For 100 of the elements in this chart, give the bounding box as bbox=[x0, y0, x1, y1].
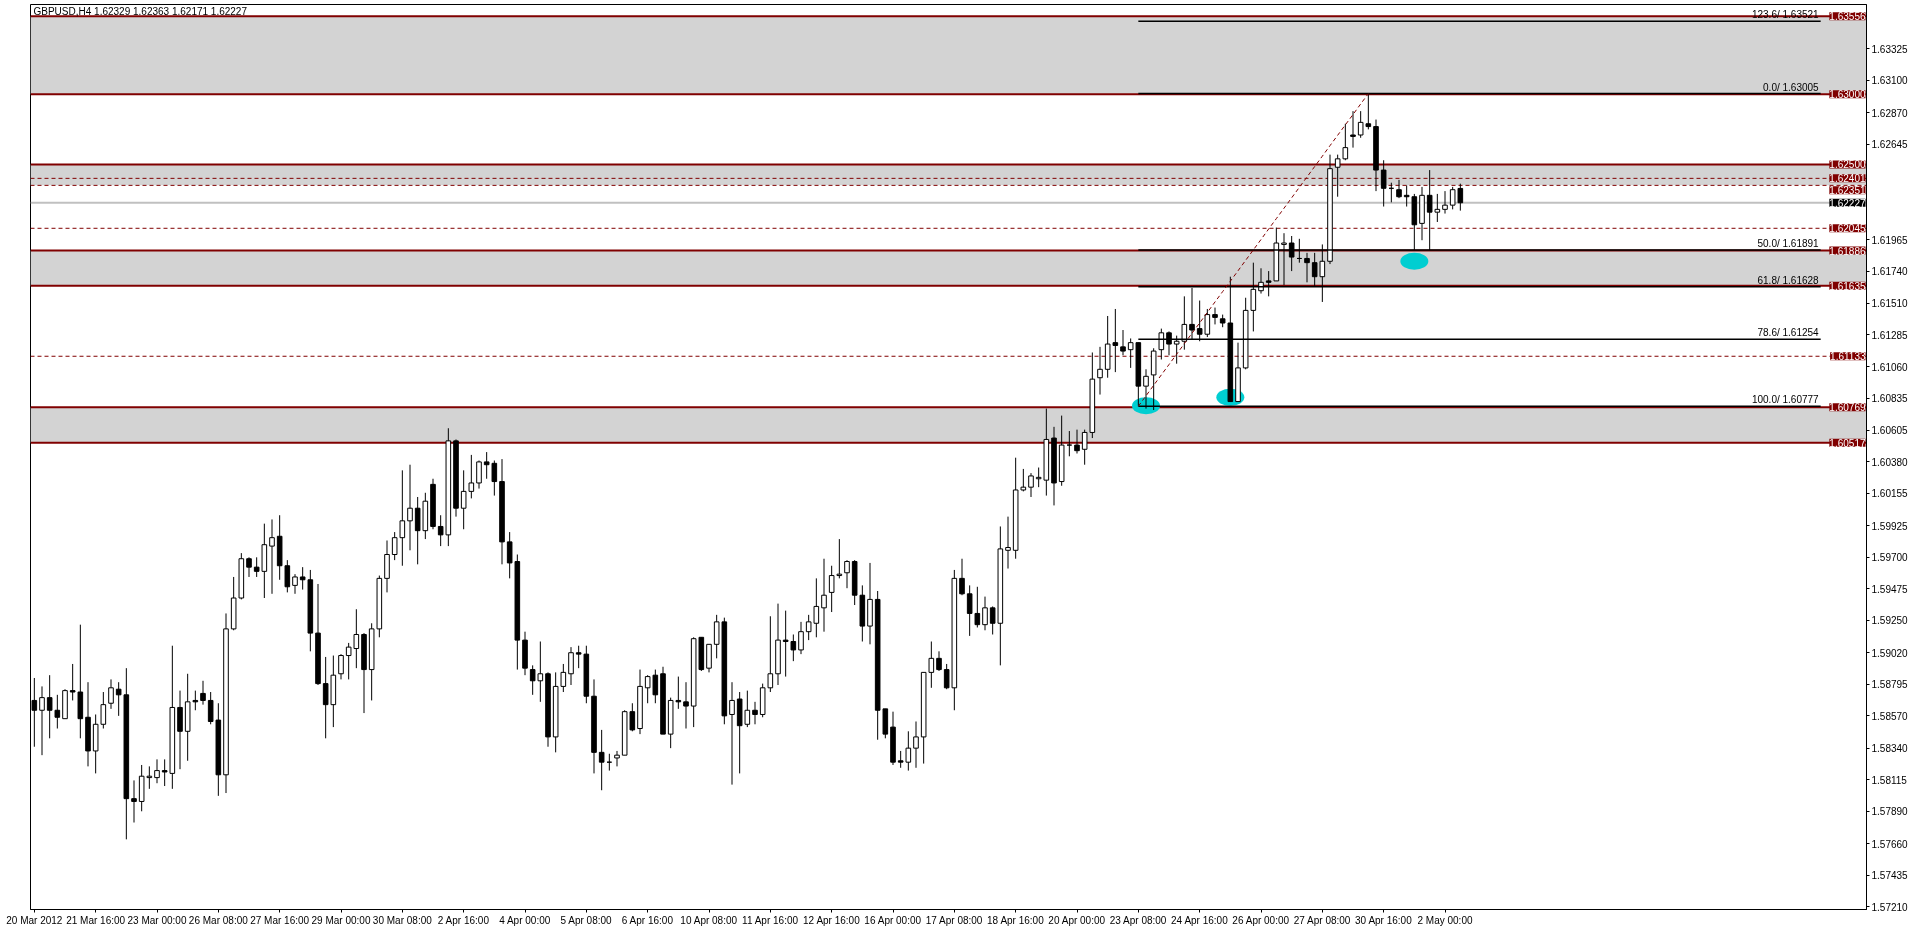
candlestick bbox=[1212, 307, 1218, 325]
candlestick bbox=[767, 615, 774, 693]
candlestick bbox=[46, 674, 53, 739]
ref-line-label: 1.60769 bbox=[1829, 402, 1866, 414]
x-tick-label: 23 Apr 08:00 bbox=[1109, 914, 1167, 926]
y-tick-label: 1.61510 bbox=[1871, 298, 1909, 310]
series-label: 50.0/ 1.61891 bbox=[1757, 237, 1820, 249]
y-tick-label: 1.61285 bbox=[1871, 329, 1909, 341]
candlestick bbox=[752, 701, 758, 725]
candlestick bbox=[598, 729, 605, 791]
candlestick bbox=[131, 779, 137, 824]
candlestick bbox=[729, 681, 735, 786]
candlestick bbox=[1066, 430, 1073, 457]
x-tick-label: 17 Apr 08:00 bbox=[925, 914, 983, 926]
candlestick bbox=[1334, 154, 1341, 198]
candlestick bbox=[1028, 472, 1034, 498]
x-tick-label: 26 Mar 08:00 bbox=[188, 914, 249, 926]
ref-line-label: 1.62500 bbox=[1829, 159, 1866, 171]
x-tick-label: 18 Apr 16:00 bbox=[987, 914, 1045, 926]
candlestick bbox=[1380, 159, 1387, 208]
y-tick-label: 1.60155 bbox=[1871, 488, 1909, 500]
x-tick-label: 23 Mar 00:00 bbox=[127, 914, 187, 926]
x-tick-label: 12 Apr 16:00 bbox=[803, 914, 861, 926]
ref-line-label: 1.62351 bbox=[1829, 185, 1866, 197]
candlestick bbox=[1097, 346, 1103, 396]
y-tick-label: 1.58795 bbox=[1871, 679, 1909, 691]
ref-line-label: 1.61133 bbox=[1830, 351, 1866, 363]
candlestick bbox=[1005, 516, 1011, 570]
y-tick-label: 1.57210 bbox=[1871, 901, 1909, 913]
series-label: 61.8/ 1.61628 bbox=[1757, 274, 1820, 286]
x-tick-label: 20 Apr 00:00 bbox=[1048, 914, 1106, 926]
candlestick bbox=[468, 454, 475, 499]
ref-line-label: 1.62401 bbox=[1829, 173, 1866, 185]
x-tick-label: 30 Mar 08:00 bbox=[372, 914, 433, 926]
candlestick bbox=[1396, 179, 1402, 199]
candlestick bbox=[69, 663, 76, 701]
candlestick bbox=[959, 558, 965, 596]
y-tick-label: 1.62870 bbox=[1871, 107, 1909, 119]
candlestick bbox=[108, 678, 114, 710]
candlestick bbox=[1342, 123, 1349, 161]
x-tick-label: 29 Mar 00:00 bbox=[311, 914, 371, 926]
ref-line-label: 1.63000 bbox=[1829, 89, 1866, 101]
y-tick-label: 1.61965 bbox=[1871, 234, 1909, 246]
y-tick-label: 1.59475 bbox=[1871, 583, 1909, 595]
candlestick bbox=[1120, 329, 1126, 356]
candlestick bbox=[476, 460, 482, 490]
x-tick-label: 27 Mar 16:00 bbox=[250, 914, 310, 926]
candlestick bbox=[913, 720, 919, 769]
y-tick-label: 1.59020 bbox=[1871, 647, 1909, 659]
y-tick-label: 1.59700 bbox=[1871, 552, 1909, 564]
candlestick bbox=[1403, 185, 1410, 208]
y-tick-label: 1.58115 bbox=[1871, 774, 1908, 786]
candlestick bbox=[39, 685, 45, 756]
candlestick bbox=[115, 681, 122, 717]
candlestick bbox=[399, 469, 406, 567]
candlestick bbox=[1350, 110, 1356, 149]
ref-line-label: 1.60517 bbox=[1829, 437, 1866, 449]
candlestick bbox=[798, 621, 804, 655]
x-tick-label: 6 Apr 16:00 bbox=[621, 914, 674, 926]
x-tick-label: 2 May 00:00 bbox=[1417, 914, 1473, 926]
candlestick bbox=[683, 681, 689, 729]
candlestick bbox=[299, 566, 306, 591]
candlestick bbox=[192, 690, 199, 711]
ref-line-label: 1.63556 bbox=[1829, 11, 1866, 23]
ref-line-label: 1.62227 bbox=[1829, 197, 1866, 209]
candlestick bbox=[936, 650, 942, 672]
candlestick bbox=[575, 645, 582, 669]
candlestick bbox=[844, 559, 850, 589]
candlestick bbox=[1442, 190, 1448, 215]
candlestick bbox=[177, 690, 183, 770]
y-tick-label: 1.59250 bbox=[1871, 615, 1909, 627]
x-tick-label: 10 Apr 08:00 bbox=[680, 914, 738, 926]
candlestick bbox=[384, 539, 390, 593]
candlestick bbox=[338, 653, 344, 680]
y-tick-label: 1.60835 bbox=[1871, 393, 1909, 405]
x-tick-label: 27 Apr 08:00 bbox=[1293, 914, 1351, 926]
x-tick-label: 26 Apr 00:00 bbox=[1232, 914, 1290, 926]
y-tick-label: 1.59925 bbox=[1871, 520, 1909, 532]
y-tick-label: 1.61740 bbox=[1871, 266, 1909, 278]
y-tick-label: 1.57435 bbox=[1871, 870, 1909, 882]
series-label: 0.0/ 1.63005 bbox=[1763, 81, 1820, 93]
candlestick bbox=[568, 646, 574, 686]
y-tick-label: 1.57660 bbox=[1871, 838, 1909, 850]
series-label: 78.6/ 1.61254 bbox=[1757, 327, 1820, 339]
ref-line-label: 1.61635 bbox=[1829, 280, 1866, 292]
candlestick bbox=[100, 691, 107, 729]
y-tick-label: 1.57890 bbox=[1871, 806, 1909, 818]
x-tick-label: 16 Apr 00:00 bbox=[864, 914, 922, 926]
candlestick bbox=[982, 596, 988, 631]
y-tick-label: 1.58570 bbox=[1871, 710, 1909, 722]
candlestick bbox=[246, 556, 252, 578]
candlestick bbox=[269, 518, 275, 595]
y-tick-label: 1.61060 bbox=[1871, 361, 1909, 373]
candlestick bbox=[154, 758, 160, 784]
y-tick-label: 1.60380 bbox=[1871, 456, 1909, 468]
candlestick bbox=[821, 558, 827, 633]
ref-line-label: 1.62045 bbox=[1829, 223, 1866, 235]
ref-line-label: 1.61886 bbox=[1829, 245, 1866, 257]
y-tick-label: 1.62645 bbox=[1871, 139, 1909, 151]
candlestick bbox=[706, 643, 712, 673]
